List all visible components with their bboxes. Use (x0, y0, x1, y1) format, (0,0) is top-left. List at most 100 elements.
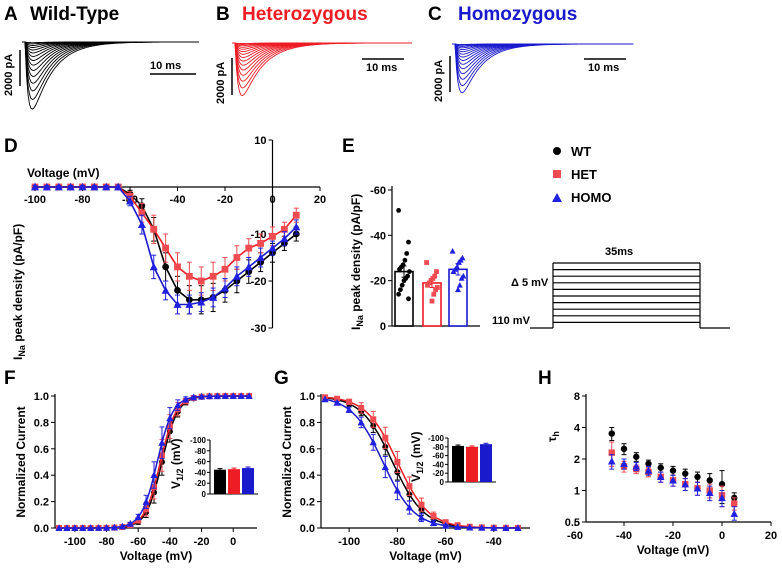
g-homo-point-5 (381, 463, 389, 471)
h-y-axis-title: τh (545, 431, 561, 442)
panel-label-b: B (216, 4, 230, 25)
d-homo-point-0 (31, 182, 39, 191)
d-het-point-13 (185, 272, 193, 280)
h-het-point-0 (608, 449, 615, 456)
g-x-tick-label-1: -80 (389, 536, 405, 548)
h-wt-point-7 (694, 473, 701, 481)
e-homo-dot-10 (455, 286, 461, 293)
d-homo-point-13 (185, 300, 194, 308)
g-x-tick-label-2: -60 (438, 536, 454, 548)
scale-bar-b: 2000 pA 10 ms (215, 58, 404, 104)
f-het-point-10 (135, 517, 142, 524)
d-homo-point-6 (102, 182, 111, 191)
h-y-tick-label-2: 2 (574, 454, 580, 466)
d-y-tick-label-0: 10 (254, 135, 266, 147)
g-inset-tick-label-1: -80 (432, 443, 444, 452)
e-het-dot-8 (433, 287, 438, 293)
g-inset-tick-label-5: 0 (440, 478, 445, 487)
chart-e-peak-density-bars: -60 -40 -20 0 INa peak density (pA/pF) (349, 185, 480, 333)
h-homo-point-7 (693, 484, 702, 492)
g-inset-errorbar-het (469, 445, 475, 449)
e-homo-dot-3 (455, 259, 462, 265)
g-het-point-3 (358, 404, 365, 411)
protocol-duration-label: 35ms (605, 246, 633, 258)
scale-bar-c: 2000 pA 10 ms (433, 56, 626, 102)
e-homo-dot-8 (458, 275, 465, 281)
f-y-tick-label-2: 0.4 (34, 470, 50, 482)
f-homo-point-17 (190, 393, 198, 401)
d-homo-point-18 (244, 262, 253, 271)
h-x-tick-label-2: -20 (665, 530, 681, 542)
f-homo-point-22 (229, 392, 237, 400)
g-inset-bar-het (466, 446, 478, 482)
f-inset-tick-label-1: -20 (194, 479, 206, 488)
f-homo-point-20 (213, 392, 221, 400)
panel-title-wild-type: Wild-Type (30, 4, 119, 25)
f-inset-y-axis-title: V1/2 (mV) (169, 438, 185, 489)
h-homo-point-10 (730, 509, 739, 517)
d-homo-point-21 (280, 234, 289, 243)
d-het-point-12 (174, 263, 181, 271)
f-het-point-11 (143, 506, 150, 513)
h-y-tick-label-3: 4 (574, 423, 581, 435)
scale-bar-b-time-label: 10 ms (366, 62, 397, 74)
d-het-point-20 (269, 232, 276, 240)
d-homo-point-14 (197, 297, 206, 306)
e-wt-dot-7 (407, 269, 412, 274)
voltage-protocol: 35ms Δ 5 mV 110 mV (492, 246, 730, 329)
d-homo-point-9 (137, 220, 146, 228)
h-wt-point-2 (633, 453, 640, 460)
scale-bar-b-current-label: 2000 pA (215, 62, 227, 104)
panel-label-e: E (342, 136, 355, 157)
g-het-point-1 (334, 395, 341, 402)
g-het-point-5 (382, 434, 389, 441)
g-inset-tick-label-2: -60 (432, 452, 444, 461)
d-homo-point-12 (173, 300, 182, 308)
f-x-tick-label-5: 0 (230, 536, 236, 548)
d-y-tick-label-1: -10 (251, 229, 267, 241)
panel-label-h: H (538, 368, 552, 389)
f-homo-point-10 (134, 513, 142, 521)
f-x-tick-label-1: -80 (99, 536, 115, 548)
h-homo-point-6 (681, 480, 690, 488)
e-wt-dot-11 (399, 282, 405, 288)
h-wt-point-8 (706, 477, 713, 484)
g-inset-bar-wt (452, 445, 464, 482)
e-wt-dot-14 (406, 296, 411, 302)
d-het-point-9 (138, 209, 146, 217)
g-het-point-8 (418, 501, 425, 508)
d-homo-point-2 (54, 182, 63, 191)
d-x-tick-label-0: -100 (24, 194, 46, 206)
g-homo-point-13 (478, 523, 486, 531)
g-y-tick-label-3: 0.6 (300, 444, 315, 456)
legend-wt-marker (553, 147, 561, 155)
f-inset-tick-label-3: -60 (194, 458, 206, 467)
f-homo-point-18 (197, 392, 206, 400)
g-homo-point-15 (502, 524, 510, 531)
g-homo-point-7 (405, 503, 414, 511)
d-homo-point-17 (232, 272, 241, 280)
d-x-tick-label-6: 20 (314, 194, 326, 206)
f-y-tick-label-5: 1.0 (34, 391, 49, 403)
f-y-tick-label-0: 0.0 (34, 523, 49, 535)
h-y-tick-label-0: 0.5 (565, 517, 580, 529)
d-homo-point-20 (268, 243, 277, 252)
e-homo-dot-6 (450, 268, 457, 274)
g-het-point-2 (346, 398, 353, 405)
d-x-tick-label-5: 0 (269, 194, 275, 206)
h-x-tick-label-3: 0 (719, 530, 725, 542)
h-het-point-10 (731, 500, 738, 507)
g-homo-point-12 (466, 523, 474, 531)
d-homo-point-22 (292, 222, 301, 231)
scale-bar-c-time-label: 10 ms (588, 62, 619, 74)
f-homo-point-23 (237, 392, 245, 400)
legend-homo-label: HOMO (571, 190, 611, 205)
h-x-axis-title: Voltage (mV) (637, 543, 709, 557)
f-homo-point-13 (158, 438, 166, 446)
legend: WT HET HOMO (552, 144, 611, 205)
scale-bar-c-current-label: 2000 pA (433, 60, 445, 102)
e-wt-dot-3 (402, 257, 408, 263)
f-inset-errorbar-wt (217, 468, 223, 472)
f-inset-errorbar-homo (245, 466, 251, 470)
